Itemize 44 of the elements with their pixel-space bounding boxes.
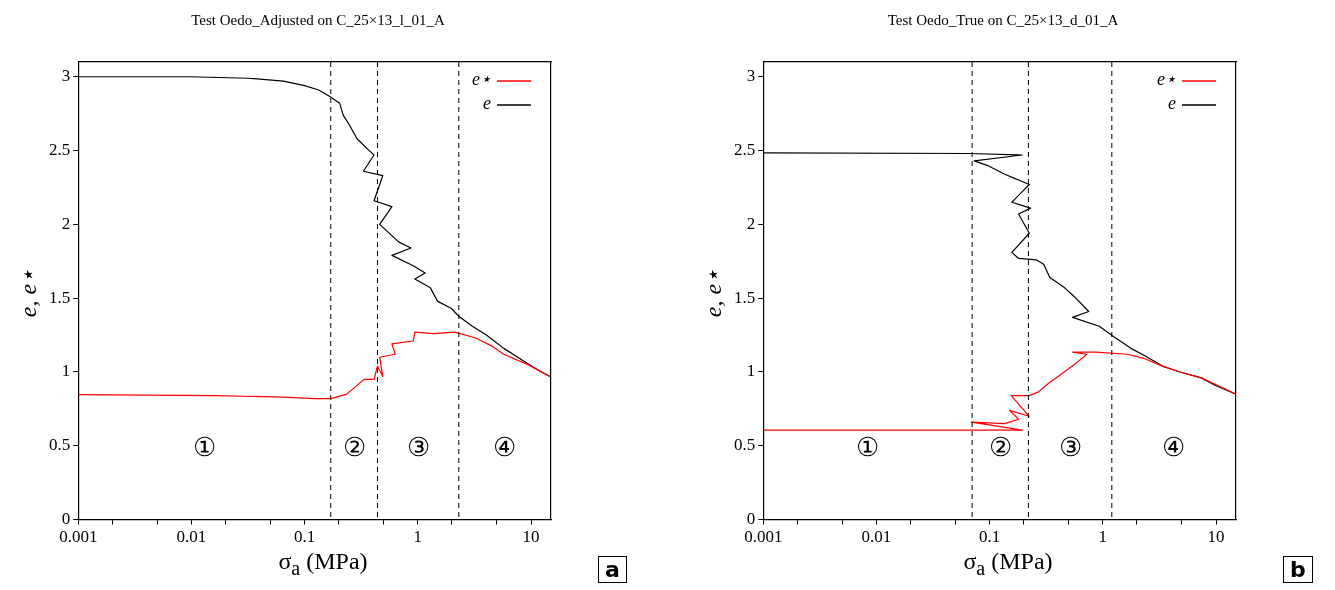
y-tick-label: 1.5 [49, 287, 71, 307]
y-tick-label: 3 [746, 66, 756, 86]
x-axis-title: σ$_{a}$ (MPa) [962, 548, 1054, 580]
x-tick-label: 10 [522, 527, 540, 547]
x-tick-label: 1 [413, 527, 423, 547]
y-tick-label: 1 [746, 361, 756, 381]
legend-label: e [483, 92, 491, 113]
x-tick-label: 0.01 [861, 527, 892, 547]
y-tick-label: 2 [61, 213, 71, 233]
annotation: ③ [1058, 432, 1082, 462]
annotation: ④ [1162, 432, 1186, 462]
y-tick-label: 3 [61, 66, 71, 86]
y-axis-title: e, e⋆ [14, 268, 42, 318]
y-tick-label: 2.5 [734, 140, 756, 160]
y-tick-label: 2.5 [49, 140, 71, 160]
annotation: ② [988, 432, 1012, 462]
chart-title: Test Oedo_True on C_25×13_d_01_A [886, 12, 1120, 29]
legend-label: e [1168, 92, 1176, 113]
x-tick-label: 0.01 [176, 527, 207, 547]
legend-label: e⋆ [472, 68, 491, 89]
annotation: ① [856, 432, 880, 462]
x-tick-label: 0.001 [59, 527, 98, 547]
y-tick-label: 2 [746, 213, 756, 233]
annotation: ③ [406, 432, 430, 462]
x-axis-title: σ$_{a}$ (MPa) [277, 548, 369, 580]
x-tick-label: 0.1 [294, 527, 316, 547]
x-tick-label: 1 [1098, 527, 1108, 547]
y-axis-title: e, e⋆ [699, 268, 727, 318]
annotation: ② [342, 432, 366, 462]
y-tick-label: 0.5 [49, 435, 71, 455]
chart-title: Test Oedo_Adjusted on C_25×13_l_01_A [190, 12, 446, 29]
y-tick-label: 1 [61, 361, 71, 381]
annotation: ④ [493, 432, 517, 462]
x-tick-label: 0.001 [744, 527, 783, 547]
y-tick-label: 1.5 [734, 287, 756, 307]
y-tick-label: 0 [746, 509, 756, 529]
x-tick-label: 10 [1207, 527, 1225, 547]
text: a [598, 556, 627, 583]
legend-label: e⋆ [1157, 68, 1176, 89]
y-tick-label: 0 [61, 509, 71, 529]
y-tick-label: 0.5 [734, 435, 756, 455]
text: b [1283, 556, 1313, 583]
x-tick-label: 0.1 [979, 527, 1001, 547]
annotation: ① [193, 432, 216, 462]
